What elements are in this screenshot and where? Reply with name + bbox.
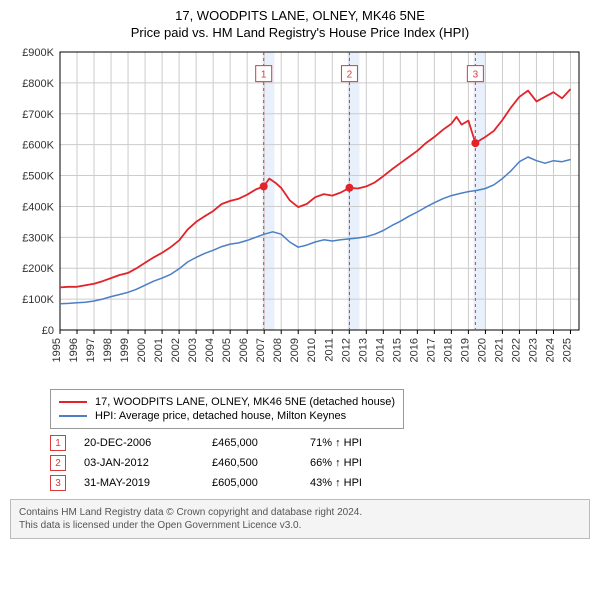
sale-events: 1 20-DEC-2006 £465,000 71% ↑ HPI 2 03-JA… (50, 435, 590, 491)
svg-text:2012: 2012 (340, 338, 352, 362)
svg-text:£100K: £100K (22, 294, 54, 306)
svg-text:2016: 2016 (408, 338, 420, 362)
sale-pct-3: 43% ↑ HPI (310, 477, 362, 489)
attribution-footer: Contains HM Land Registry data © Crown c… (10, 499, 590, 539)
svg-text:2002: 2002 (170, 338, 182, 362)
legend-box: 17, WOODPITS LANE, OLNEY, MK46 5NE (deta… (50, 389, 404, 429)
svg-text:£300K: £300K (22, 232, 54, 244)
svg-text:1998: 1998 (102, 338, 114, 362)
svg-text:2014: 2014 (374, 338, 386, 362)
svg-text:2004: 2004 (204, 338, 216, 362)
svg-text:2017: 2017 (425, 338, 437, 362)
sale-marker-3: 3 (50, 475, 66, 491)
svg-text:2024: 2024 (544, 338, 556, 362)
sale-date-3: 31-MAY-2019 (84, 477, 194, 489)
sale-date-2: 03-JAN-2012 (84, 457, 194, 469)
svg-text:2022: 2022 (510, 338, 522, 362)
title-line-2: Price paid vs. HM Land Registry's House … (10, 25, 590, 40)
svg-text:£900K: £900K (22, 47, 54, 59)
chart-area: £0 £100K £200K £300K £400K £500K £600K £700K £80… (10, 46, 590, 381)
sale-price-2: £460,500 (212, 457, 292, 469)
svg-text:3: 3 (473, 70, 479, 81)
svg-text:2019: 2019 (459, 338, 471, 362)
svg-text:1995: 1995 (51, 338, 63, 362)
legend-label-hpi: HPI: Average price, detached house, Milt… (95, 410, 346, 422)
svg-text:2010: 2010 (306, 338, 318, 362)
svg-text:1999: 1999 (119, 338, 131, 362)
title-line-1: 17, WOODPITS LANE, OLNEY, MK46 5NE (10, 8, 590, 23)
svg-text:2015: 2015 (391, 338, 403, 362)
svg-text:2006: 2006 (238, 338, 250, 362)
svg-text:2005: 2005 (221, 338, 233, 362)
svg-text:2021: 2021 (493, 338, 505, 362)
legend-label-property: 17, WOODPITS LANE, OLNEY, MK46 5NE (deta… (95, 396, 395, 408)
legend-swatch-hpi (59, 415, 87, 417)
svg-text:2: 2 (347, 70, 353, 81)
svg-text:2011: 2011 (323, 338, 335, 362)
svg-text:1996: 1996 (68, 338, 80, 362)
svg-text:£400K: £400K (22, 201, 54, 213)
svg-text:2018: 2018 (442, 338, 454, 362)
svg-text:1: 1 (261, 70, 267, 81)
chart-title-block: 17, WOODPITS LANE, OLNEY, MK46 5NE Price… (10, 8, 590, 40)
sale-row-2: 2 03-JAN-2012 £460,500 66% ↑ HPI (50, 455, 590, 471)
sale-row-3: 3 31-MAY-2019 £605,000 43% ↑ HPI (50, 475, 590, 491)
svg-text:2007: 2007 (255, 338, 267, 362)
svg-text:£500K: £500K (22, 171, 54, 183)
svg-text:2013: 2013 (357, 338, 369, 362)
sale-price-3: £605,000 (212, 477, 292, 489)
svg-text:2025: 2025 (561, 338, 573, 362)
sale-date-1: 20-DEC-2006 (84, 437, 194, 449)
svg-text:£600K: £600K (22, 140, 54, 152)
svg-text:£0: £0 (42, 325, 54, 337)
footer-line-2: This data is licensed under the Open Gov… (19, 519, 581, 532)
svg-text:2020: 2020 (476, 338, 488, 362)
svg-text:1997: 1997 (85, 338, 97, 362)
svg-text:£700K: £700K (22, 109, 54, 121)
svg-text:2009: 2009 (289, 338, 301, 362)
svg-text:2023: 2023 (527, 338, 539, 362)
legend-item-property: 17, WOODPITS LANE, OLNEY, MK46 5NE (deta… (59, 396, 395, 408)
svg-text:2001: 2001 (153, 338, 165, 362)
svg-text:£800K: £800K (22, 78, 54, 90)
legend-item-hpi: HPI: Average price, detached house, Milt… (59, 410, 395, 422)
line-chart: £0 £100K £200K £300K £400K £500K £600K £700K £80… (10, 46, 585, 376)
svg-text:2003: 2003 (187, 338, 199, 362)
footer-line-1: Contains HM Land Registry data © Crown c… (19, 506, 581, 519)
sale-row-1: 1 20-DEC-2006 £465,000 71% ↑ HPI (50, 435, 590, 451)
svg-text:2000: 2000 (136, 338, 148, 362)
sale-price-1: £465,000 (212, 437, 292, 449)
svg-text:£200K: £200K (22, 263, 54, 275)
sale-marker-1: 1 (50, 435, 66, 451)
sale-pct-1: 71% ↑ HPI (310, 437, 362, 449)
sale-marker-2: 2 (50, 455, 66, 471)
sale-pct-2: 66% ↑ HPI (310, 457, 362, 469)
legend-swatch-property (59, 401, 87, 403)
svg-text:2008: 2008 (272, 338, 284, 362)
